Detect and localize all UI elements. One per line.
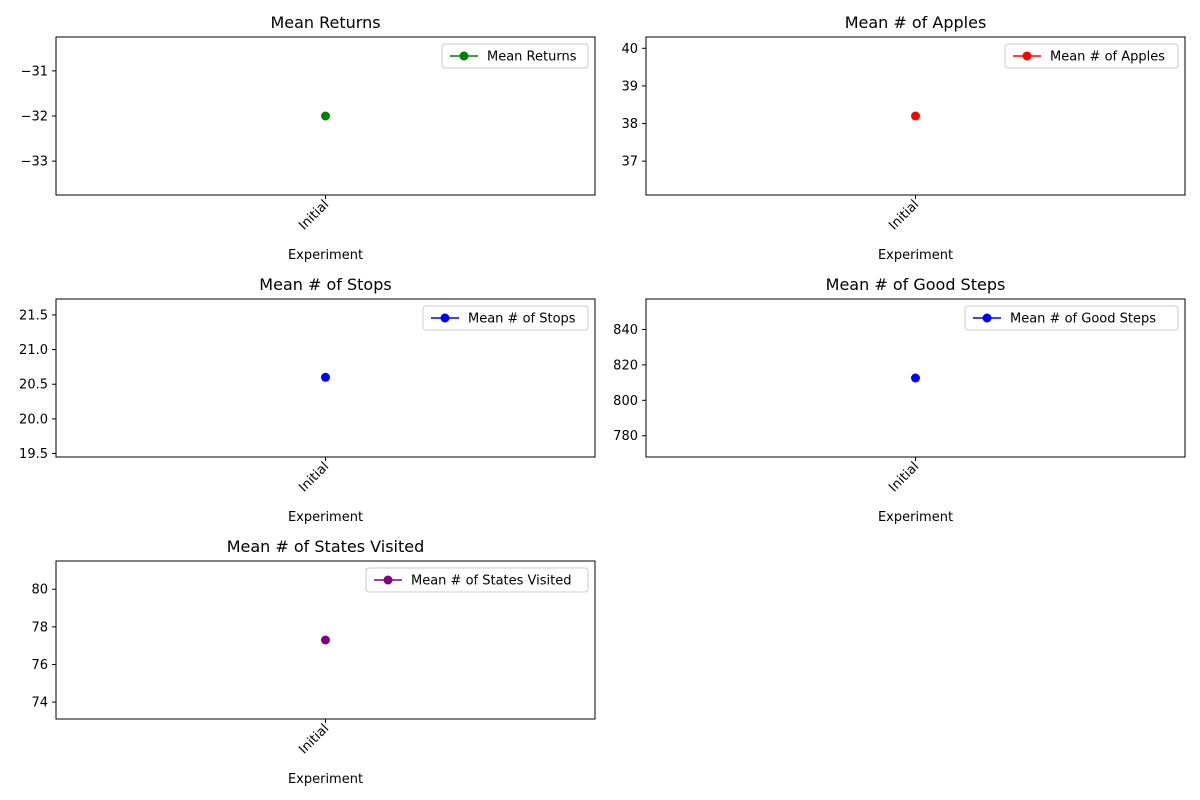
data-point [321,111,330,121]
subplot-title: Mean # of Good Steps [826,275,1006,294]
y-tick-label: 74 [31,696,48,711]
y-tick-label: 20.0 [19,412,48,427]
subplot-title: Mean Returns [270,13,380,32]
y-tick-label: 21.5 [19,308,48,323]
y-tick-label: 80 [31,583,48,598]
x-tick-label: Initial [296,459,332,495]
y-tick-label: 19.5 [19,447,48,462]
y-tick-label: 76 [31,658,48,673]
y-tick-label: −32 [21,110,48,125]
data-point [321,372,330,382]
y-tick-label: −31 [21,64,48,79]
data-point [321,635,330,645]
y-tick-label: 21.0 [19,343,48,358]
legend-label: Mean # of Apples [1050,50,1165,65]
y-tick-label: 780 [613,429,638,444]
y-tick-label: 37 [621,155,638,170]
subplot-title: Mean # of Stops [259,275,391,294]
data-point [911,373,920,383]
legend-box [422,305,589,331]
subplot-title: Mean # of Apples [845,13,987,32]
subplot-2: Mean # of Apples 37 38 39 40 Initial Experimen… [621,13,1186,263]
subplot-1: Mean Returns −33 −32 −31 Initial Experiment Me… [21,13,596,263]
legend-marker [383,575,393,585]
x-axis-label: Experiment [878,248,953,263]
legend-marker [440,313,450,323]
x-tick-label: Initial [886,459,922,495]
legend-marker [1022,51,1032,61]
legend-box [1004,43,1179,69]
legend-box [964,305,1179,331]
legend-label: Mean Returns [487,50,577,65]
subplot-title: Mean # of States Visited [227,537,425,556]
y-tick-label: 800 [613,394,638,409]
legend-label: Mean # of Good Steps [1010,312,1156,327]
subplot-3: Mean # of Stops 19.5 20.0 20.5 21.0 21.5 Initi… [19,275,596,525]
y-tick-label: 840 [613,323,638,338]
legend-label: Mean # of States Visited [411,574,572,589]
y-tick-label: 820 [613,358,638,373]
legend-box [365,567,589,593]
y-tick-label: 38 [621,117,638,132]
x-axis-label: Experiment [288,772,363,787]
y-tick-label: 40 [621,42,638,57]
y-tick-label: 20.5 [19,378,48,393]
data-point [911,111,920,121]
legend-box [441,43,589,69]
x-tick-label: Initial [296,721,332,757]
subplot-4: Mean # of Good Steps 780 800 820 840 Initial E… [613,275,1186,525]
subplot-5: Mean # of States Visited 74 76 78 80 Initial E… [31,537,596,787]
x-axis-label: Experiment [288,510,363,525]
x-tick-label: Initial [296,197,332,233]
y-tick-label: 78 [31,620,48,635]
y-tick-label: 39 [621,79,638,94]
x-tick-label: Initial [886,197,922,233]
legend-label: Mean # of Stops [468,312,576,327]
legend-marker [459,51,469,61]
legend-marker [982,313,992,323]
x-axis-label: Experiment [878,510,953,525]
y-tick-label: −33 [21,155,48,170]
x-axis-label: Experiment [288,248,363,263]
